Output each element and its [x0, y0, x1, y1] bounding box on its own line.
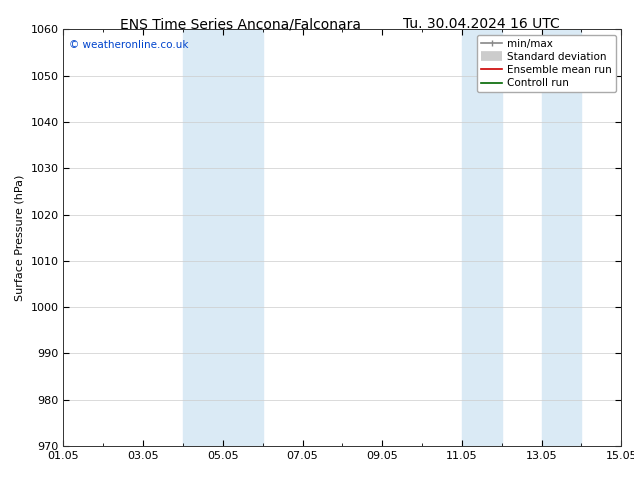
Bar	[183, 29, 223, 446]
Bar	[462, 29, 501, 446]
Bar	[541, 29, 581, 446]
Text: ENS Time Series Ancona/Falconara: ENS Time Series Ancona/Falconara	[120, 17, 361, 31]
Bar	[223, 29, 262, 446]
Y-axis label: Surface Pressure (hPa): Surface Pressure (hPa)	[15, 174, 25, 301]
Legend: min/max, Standard deviation, Ensemble mean run, Controll run: min/max, Standard deviation, Ensemble me…	[477, 35, 616, 92]
Text: © weatheronline.co.uk: © weatheronline.co.uk	[69, 40, 188, 50]
Text: Tu. 30.04.2024 16 UTC: Tu. 30.04.2024 16 UTC	[403, 17, 560, 31]
